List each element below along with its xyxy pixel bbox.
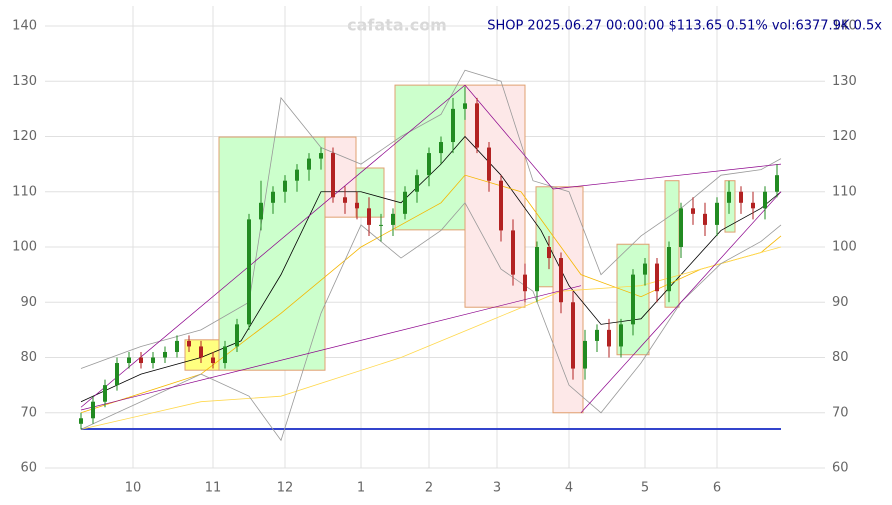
candle-body (619, 324, 623, 347)
candle-body (679, 208, 683, 247)
zone (552, 186, 584, 414)
y-tick-label: 120 (12, 129, 37, 144)
candle-body (703, 213, 707, 225)
y-tick-label-right: 130 (832, 74, 857, 89)
candle-body (139, 357, 143, 364)
candle-body (775, 175, 779, 192)
candle-body (163, 351, 167, 358)
y-tick-label-right: 120 (832, 129, 857, 144)
candle-body (115, 363, 119, 386)
candle-body (415, 175, 419, 192)
candle-body (751, 202, 755, 209)
chart-title: SHOP 2025.06.27 00:00:00 $113.65 0.51% v… (487, 19, 882, 34)
x-tick-label: 6 (713, 481, 721, 496)
candle-body (355, 202, 359, 209)
candle-body (247, 219, 251, 325)
x-tick-label: 5 (641, 481, 649, 496)
y-tick-label: 80 (20, 350, 37, 365)
candle-body (511, 230, 515, 275)
trendline (580, 191, 782, 413)
x-tick-label: 11 (205, 481, 222, 496)
watermark: cafata.com (347, 16, 447, 35)
candle-body (199, 346, 203, 358)
x-tick-label: 2 (425, 481, 433, 496)
y-tick-label-right: 110 (832, 184, 857, 199)
candle-body (319, 153, 323, 159)
candle-body (151, 357, 155, 364)
y-tick-label-right: 60 (832, 461, 849, 476)
x-tick-label: 10 (125, 481, 142, 496)
candle-body (451, 108, 455, 143)
trendline (552, 163, 782, 190)
candle-body (259, 202, 263, 220)
candle-body (367, 208, 371, 225)
candle-body (427, 153, 431, 176)
candle-body (691, 208, 695, 214)
y-tick-label: 60 (20, 461, 37, 476)
y-tick-label: 70 (20, 405, 37, 420)
candle-body (547, 247, 551, 259)
candle-body (715, 202, 719, 225)
indicator-line (80, 246, 782, 430)
candle-body (631, 274, 635, 325)
candle-body (667, 247, 671, 292)
y-tick-label: 110 (12, 184, 37, 199)
candle-body (535, 247, 539, 292)
candle-body (391, 213, 395, 225)
x-tick-label: 1 (357, 481, 365, 496)
candle-body (655, 263, 659, 292)
candle-body (763, 191, 767, 209)
candle-body (739, 191, 743, 203)
candle-body (91, 401, 95, 419)
candle-body (283, 180, 287, 192)
x-tick-label: 12 (277, 481, 294, 496)
trendline (464, 84, 554, 190)
candle-body (223, 346, 227, 364)
trendline (80, 285, 582, 411)
candle-body (331, 153, 335, 198)
candle-body (499, 180, 503, 231)
candle-body (607, 329, 611, 347)
candle-body (175, 340, 179, 352)
candle-body (595, 329, 599, 341)
y-tick-label: 100 (12, 240, 37, 255)
candle-body (643, 263, 647, 275)
candle-body (187, 340, 191, 347)
trendline (80, 84, 466, 408)
x-tick-label: 3 (493, 481, 501, 496)
candle-body (439, 142, 443, 154)
candle-body (211, 357, 215, 364)
candle-body (379, 224, 383, 226)
zone (324, 136, 357, 218)
y-tick-label: 140 (12, 19, 37, 34)
y-tick-label-right: 90 (832, 295, 849, 310)
y-tick-label-right: 80 (832, 350, 849, 365)
candle-body (403, 191, 407, 214)
y-tick-label-right: 140 (832, 19, 857, 34)
y-tick-label-right: 100 (832, 240, 857, 255)
candle-body (571, 302, 575, 369)
candle-body (127, 357, 131, 364)
candle-body (475, 103, 479, 148)
candle-body (559, 258, 563, 303)
zone (724, 180, 736, 233)
candle-body (343, 197, 347, 203)
candle-body (295, 169, 299, 181)
candle-body (307, 158, 311, 170)
candle-body (583, 340, 587, 369)
candle-body (487, 147, 491, 181)
candle-body (235, 324, 239, 347)
y-tick-label: 90 (20, 295, 37, 310)
candle-body (79, 418, 83, 424)
y-tick-label: 130 (12, 74, 37, 89)
x-tick-label: 4 (565, 481, 573, 496)
candle-body (463, 103, 467, 109)
candle-body (271, 191, 275, 203)
candle-body (103, 385, 107, 402)
y-tick-label-right: 70 (832, 405, 849, 420)
candle-body (727, 191, 731, 203)
candle-body (523, 274, 527, 292)
